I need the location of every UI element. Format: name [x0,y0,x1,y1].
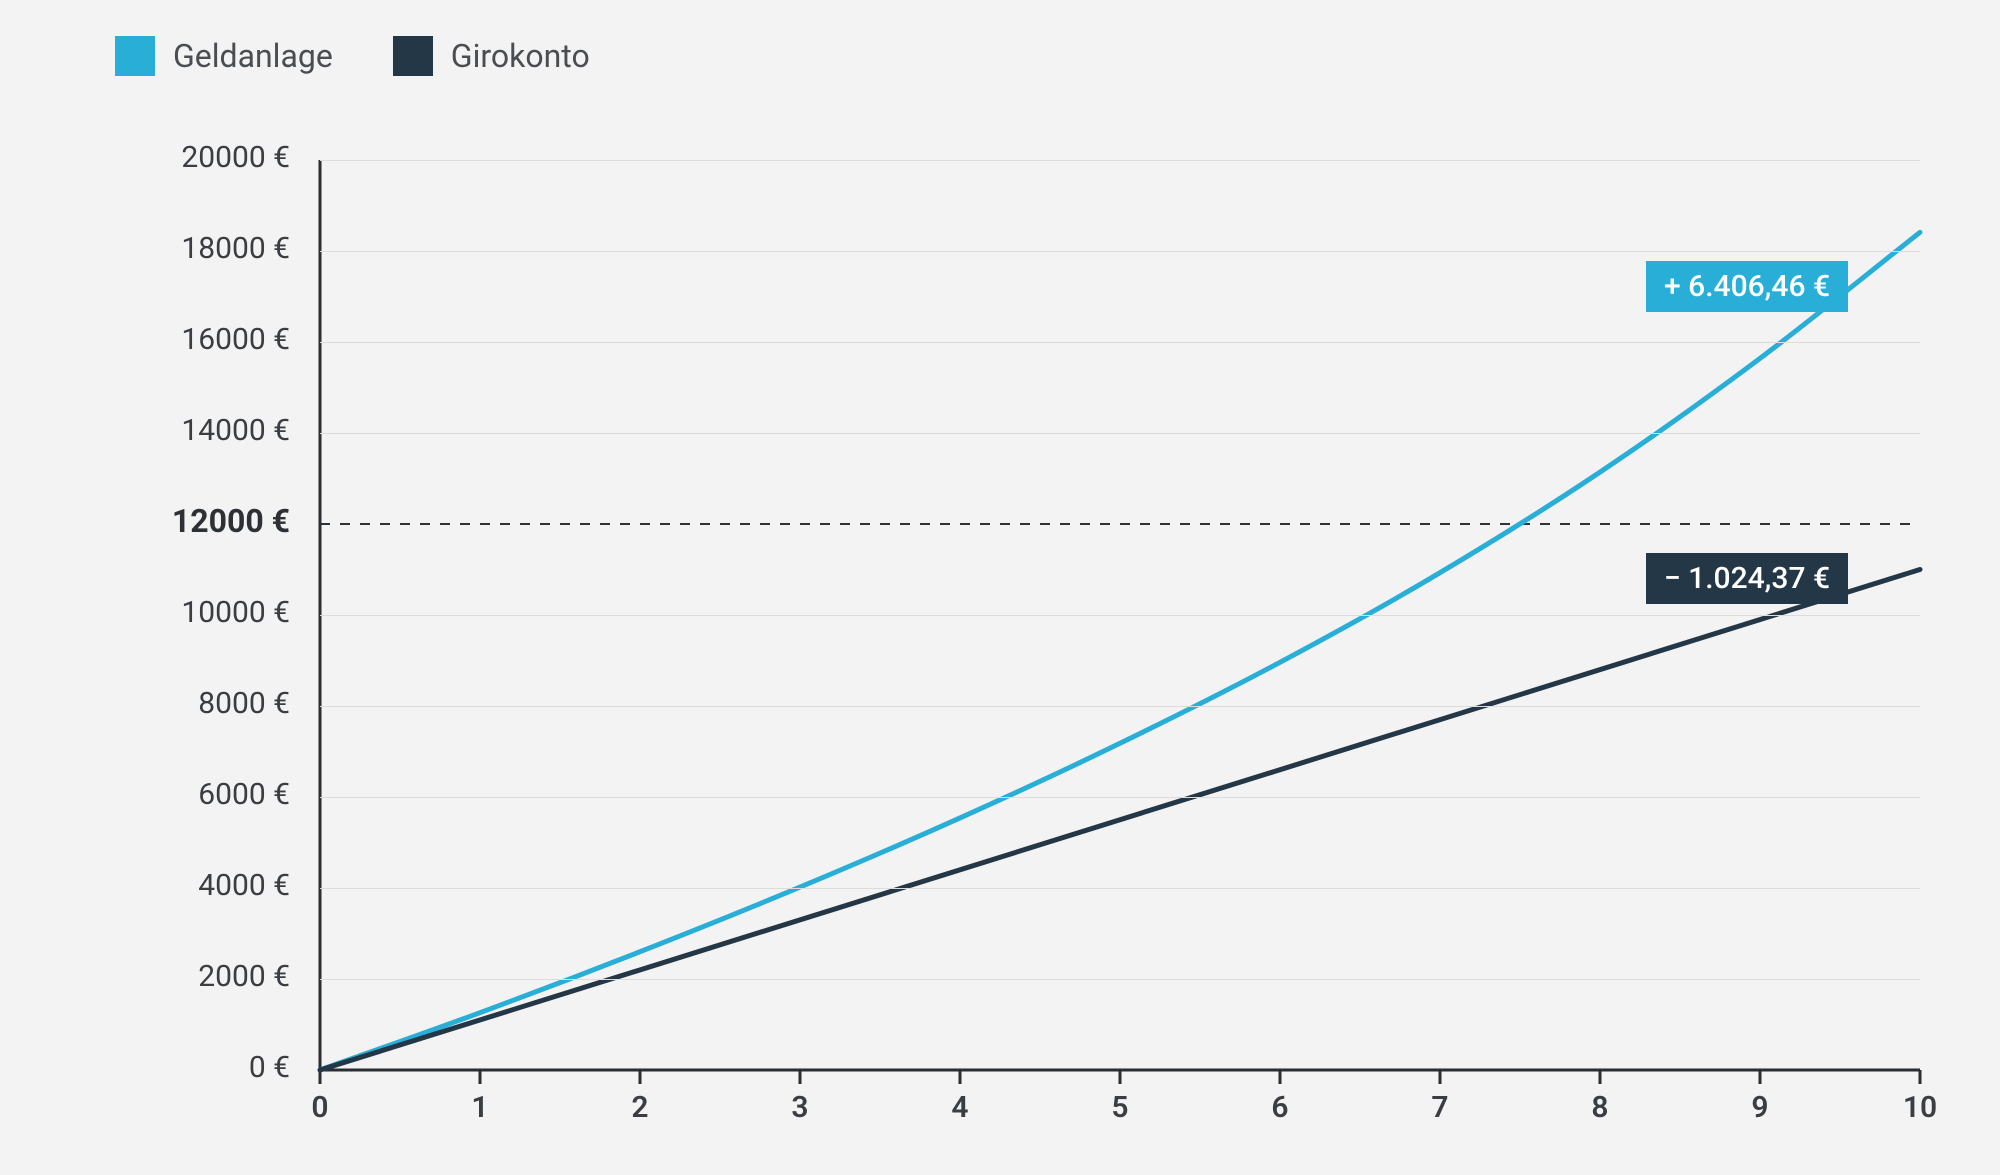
y-tick-label: 20000 € [181,140,290,175]
y-tick-label: 4000 € [198,868,290,903]
series-line-geldanlage [320,232,1920,1070]
y-tick-label: 18000 € [181,231,290,266]
x-tick-label: 0 [290,1090,350,1125]
gridline-y [320,433,1920,434]
gridline-y [320,888,1920,889]
y-tick-label: 2000 € [198,959,290,994]
x-tick-label: 10 [1890,1090,1950,1125]
x-tick-label: 6 [1250,1090,1310,1125]
gridline-y [320,342,1920,343]
x-tick-label: 7 [1410,1090,1470,1125]
gridline-y [320,706,1920,707]
series-line-girokonto [320,570,1920,1071]
x-tick-label: 4 [930,1090,990,1125]
gridline-y [320,797,1920,798]
x-tick-label: 1 [450,1090,510,1125]
chart-container: Geldanlage Girokonto 12000 € + 6.406,46 … [0,0,2000,1175]
gridline-y [320,615,1920,616]
x-tick-label: 2 [610,1090,670,1125]
y-tick-label: 6000 € [198,777,290,812]
gridline-y [320,160,1920,161]
gridline-y [320,979,1920,980]
x-tick-label: 5 [1090,1090,1150,1125]
gridline-y [320,251,1920,252]
y-tick-label: 16000 € [181,322,290,357]
badge-girokonto: − 1.024,37 € [1646,553,1848,604]
x-tick-label: 8 [1570,1090,1630,1125]
y-tick-label: 14000 € [181,413,290,448]
y-tick-label: 0 € [249,1050,290,1085]
x-tick-label: 3 [770,1090,830,1125]
y-tick-label: 10000 € [181,595,290,630]
x-tick-label: 9 [1730,1090,1790,1125]
y-tick-label: 8000 € [198,686,290,721]
badge-geldanlage: + 6.406,46 € [1646,261,1848,312]
